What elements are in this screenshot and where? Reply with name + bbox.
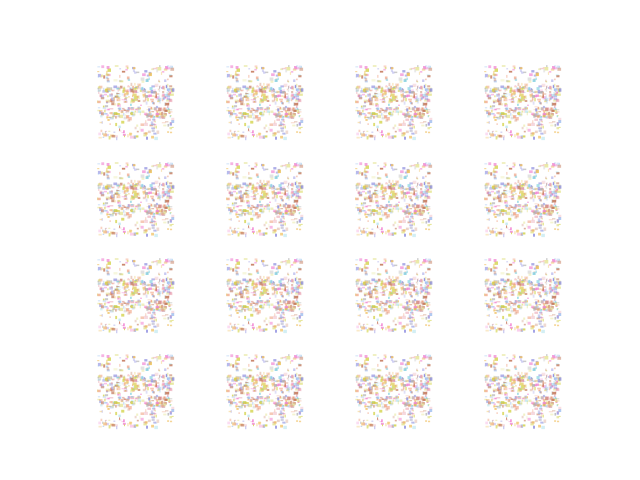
figure (97, 65, 562, 430)
page: (() => { const data = JSON.parse(documen… (97, 65, 562, 430)
